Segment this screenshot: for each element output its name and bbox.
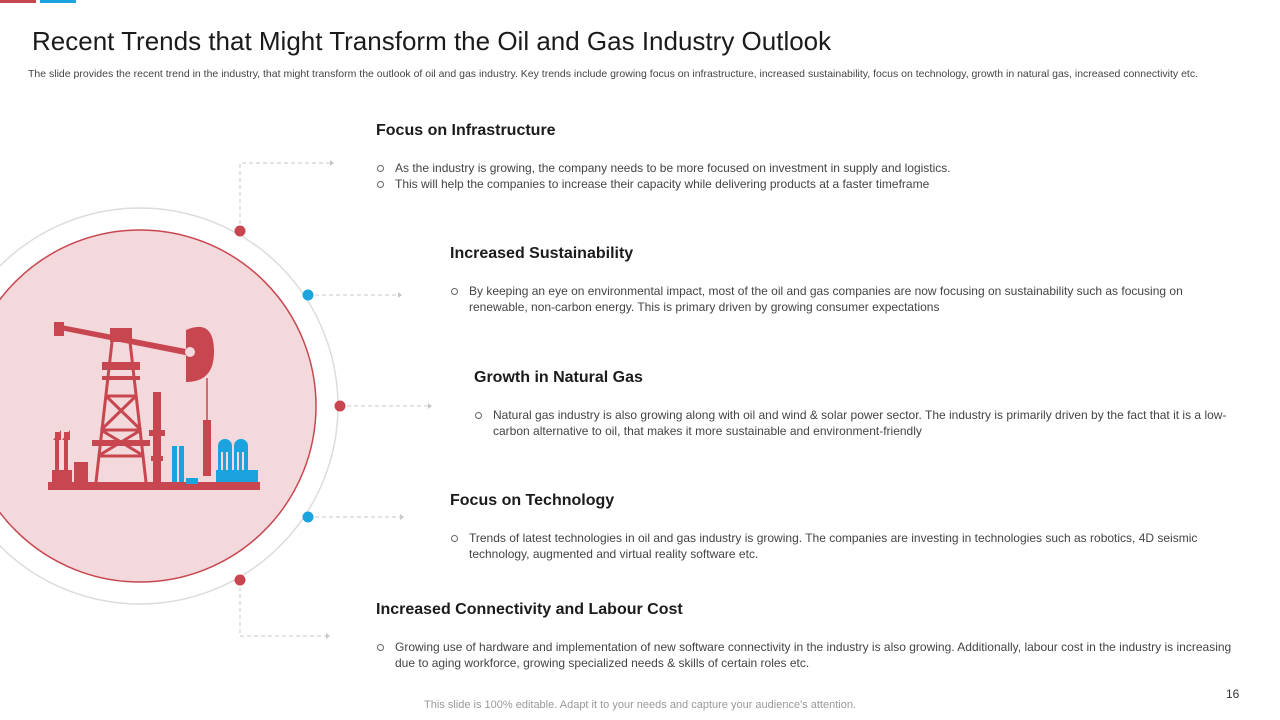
oil-pump-jack-and-refinery-icon <box>48 322 260 490</box>
trend-sustainability: Increased Sustainability By keeping an e… <box>450 245 1210 315</box>
dot-natural-gas <box>334 400 346 412</box>
trend-natural-gas: Growth in Natural Gas Natural gas indust… <box>474 369 1246 439</box>
dot-infrastructure <box>234 225 246 237</box>
trend-bullets: By keeping an eye on environmental impac… <box>450 283 1210 315</box>
top-accent-blue <box>40 0 76 3</box>
dot-connectivity <box>234 574 246 586</box>
trend-bullet: This will help the companies to increase… <box>376 176 1246 192</box>
trend-title: Focus on Infrastructure <box>376 122 556 139</box>
trend-bullet: As the industry is growing, the company … <box>376 160 1246 176</box>
trend-bullet: Trends of latest technologies in oil and… <box>450 530 1220 562</box>
trend-bullet: Natural gas industry is also growing alo… <box>474 407 1246 439</box>
trend-bullets: Trends of latest technologies in oil and… <box>450 530 1220 562</box>
trend-title: Growth in Natural Gas <box>474 369 643 386</box>
slide-subtitle: The slide provides the recent trend in t… <box>28 68 1199 80</box>
trend-technology: Focus on Technology Trends of latest tec… <box>450 492 1220 562</box>
trend-bullets: As the industry is growing, the company … <box>376 160 1246 192</box>
top-accent-red <box>0 0 36 3</box>
page-number: 16 <box>1226 687 1240 701</box>
trend-bullets: Growing use of hardware and implementati… <box>376 639 1246 671</box>
trend-title: Increased Connectivity and Labour Cost <box>376 601 683 618</box>
trend-infrastructure: Focus on Infrastructure As the industry … <box>376 122 1246 192</box>
trend-bullet: By keeping an eye on environmental impac… <box>450 283 1210 315</box>
trend-title: Focus on Technology <box>450 492 615 509</box>
trend-title: Increased Sustainability <box>450 245 634 262</box>
connector-5 <box>239 580 326 637</box>
connector-1 <box>239 162 330 231</box>
circle-graphic <box>0 160 432 639</box>
dot-sustainability <box>302 289 314 301</box>
dot-technology <box>302 511 314 523</box>
footer-note: This slide is 100% editable. Adapt it to… <box>424 699 856 711</box>
trend-bullets: Natural gas industry is also growing alo… <box>474 407 1246 439</box>
trend-bullet: Growing use of hardware and implementati… <box>376 639 1246 671</box>
trend-connectivity: Increased Connectivity and Labour Cost G… <box>376 601 1246 671</box>
slide-title: Recent Trends that Might Transform the O… <box>32 26 832 56</box>
